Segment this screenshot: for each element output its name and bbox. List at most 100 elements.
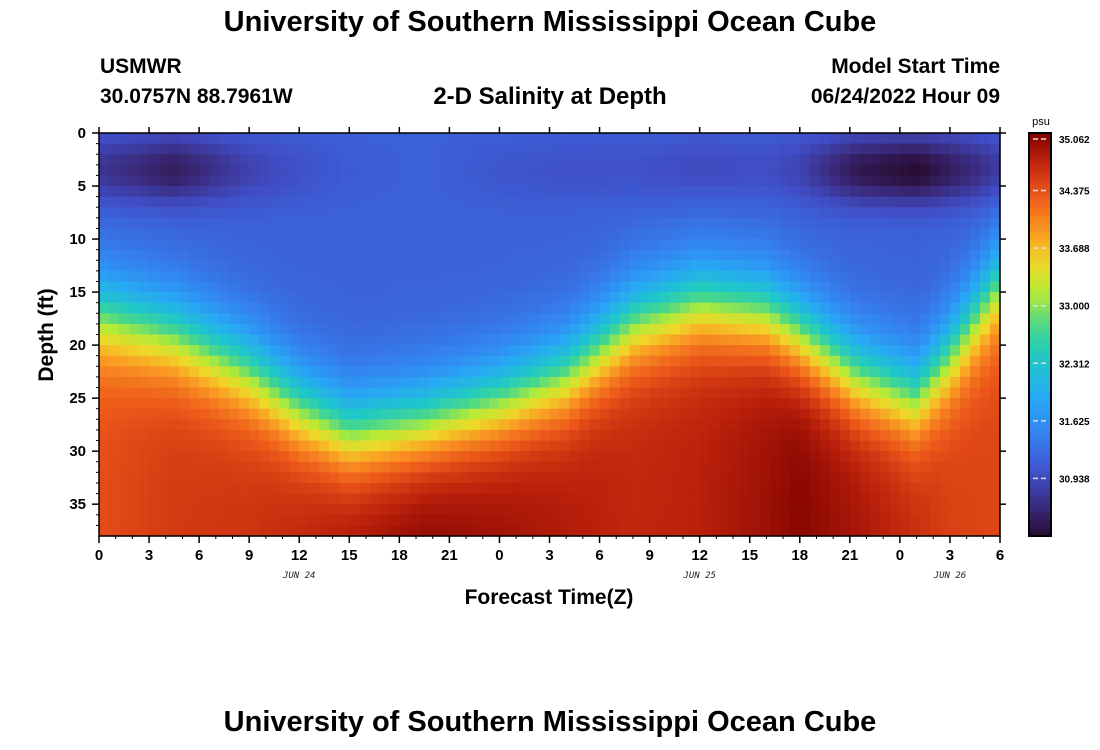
heatmap-cell: [619, 239, 631, 251]
heatmap-cell: [969, 292, 981, 304]
heatmap-cell: [709, 133, 721, 145]
heatmap-cell: [929, 323, 941, 336]
heatmap-cell: [269, 196, 280, 208]
heatmap-cell: [849, 154, 861, 166]
colorbar-tick-label: 32.312: [1059, 359, 1090, 370]
heatmap-cell: [499, 472, 511, 484]
heatmap-cell: [779, 419, 791, 431]
heatmap-cell: [489, 217, 501, 230]
heatmap-cell: [759, 313, 771, 325]
heatmap-cell: [779, 249, 791, 261]
heatmap-cell: [289, 249, 300, 261]
heatmap-cell: [679, 260, 691, 272]
heatmap-cell: [799, 196, 811, 208]
heatmap-cell: [989, 292, 1001, 304]
heatmap-cell: [979, 249, 991, 261]
heatmap-cell: [379, 323, 390, 336]
heatmap-cell: [239, 302, 250, 314]
heatmap-cell: [349, 260, 360, 272]
heatmap-cell: [889, 504, 901, 516]
heatmap-cell: [919, 451, 931, 463]
heatmap-cell: [219, 175, 230, 187]
heatmap-cell: [539, 482, 551, 495]
heatmap-cell: [609, 366, 621, 378]
heatmap-cell: [979, 164, 991, 177]
heatmap-cell: [389, 493, 400, 505]
heatmap-cell: [409, 461, 420, 473]
heatmap-cell: [439, 133, 450, 145]
heatmap-cell: [579, 292, 591, 304]
heatmap-cell: [639, 345, 651, 357]
heatmap-cell: [739, 472, 751, 484]
heatmap-cell: [329, 196, 340, 208]
heatmap-cell: [979, 154, 991, 166]
heatmap-cell: [349, 440, 360, 452]
heatmap-cell: [529, 281, 541, 293]
heatmap-cell: [709, 164, 721, 177]
heatmap-cell: [579, 525, 591, 537]
heatmap-cell: [479, 525, 491, 537]
heatmap-cell: [139, 387, 150, 399]
heatmap-cell: [239, 345, 250, 357]
heatmap-cell: [179, 164, 190, 177]
x-tick-label: 9: [645, 547, 653, 564]
heatmap-cell: [879, 196, 891, 208]
heatmap-cell: [609, 143, 621, 155]
heatmap-cell: [309, 292, 320, 304]
heatmap-cell: [369, 207, 380, 219]
heatmap-cell: [369, 143, 380, 155]
heatmap-cell: [599, 387, 611, 399]
heatmap-cell: [199, 398, 210, 410]
heatmap-cell: [899, 482, 911, 495]
heatmap-cell: [109, 440, 120, 452]
heatmap-cell: [609, 154, 621, 166]
heatmap-cell: [589, 398, 601, 410]
heatmap-cell: [629, 186, 641, 198]
heatmap-cell: [249, 419, 260, 431]
heatmap-cell: [709, 461, 721, 473]
heatmap-cell: [829, 525, 841, 537]
heatmap-cell: [419, 228, 430, 240]
heatmap-cell: [839, 366, 851, 378]
heatmap-cell: [439, 345, 450, 357]
heatmap-cell: [589, 143, 601, 155]
heatmap-cell: [969, 239, 981, 251]
heatmap-cell: [869, 302, 881, 314]
heatmap-cell: [759, 419, 771, 431]
heatmap-cell: [449, 482, 460, 495]
heatmap-cell: [699, 398, 711, 410]
footer-title: University of Southern Mississippi Ocean…: [223, 706, 877, 738]
heatmap-cell: [869, 228, 881, 240]
heatmap-cell: [869, 260, 881, 272]
heatmap-cell: [119, 376, 130, 389]
heatmap-cell: [339, 493, 350, 505]
heatmap-cell: [659, 196, 671, 208]
heatmap-cell: [349, 217, 360, 230]
heatmap-cell: [729, 482, 741, 495]
heatmap-cell: [799, 525, 811, 537]
heatmap-cell: [829, 249, 841, 261]
heatmap-cell: [549, 345, 561, 357]
heatmap-cell: [459, 472, 471, 484]
heatmap-cell: [359, 270, 370, 283]
heatmap-cell: [579, 387, 591, 399]
heatmap-cell: [139, 207, 150, 219]
heatmap-cell: [689, 281, 701, 293]
heatmap-cell: [249, 366, 260, 378]
heatmap-cell: [549, 207, 561, 219]
heatmap-cell: [379, 270, 390, 283]
heatmap-cell: [789, 164, 801, 177]
heatmap-cell: [819, 514, 831, 526]
heatmap-cell: [319, 260, 330, 272]
heatmap-cell: [619, 398, 631, 410]
heatmap-cell: [519, 270, 531, 283]
heatmap-cell: [139, 504, 150, 516]
heatmap-cell: [819, 260, 831, 272]
heatmap-cell: [599, 440, 611, 452]
heatmap-cell: [969, 482, 981, 495]
heatmap-cell: [979, 387, 991, 399]
heatmap-cell: [949, 239, 961, 251]
heatmap-cell: [849, 217, 861, 230]
heatmap-cell: [879, 398, 891, 410]
heatmap-cell: [679, 493, 691, 505]
